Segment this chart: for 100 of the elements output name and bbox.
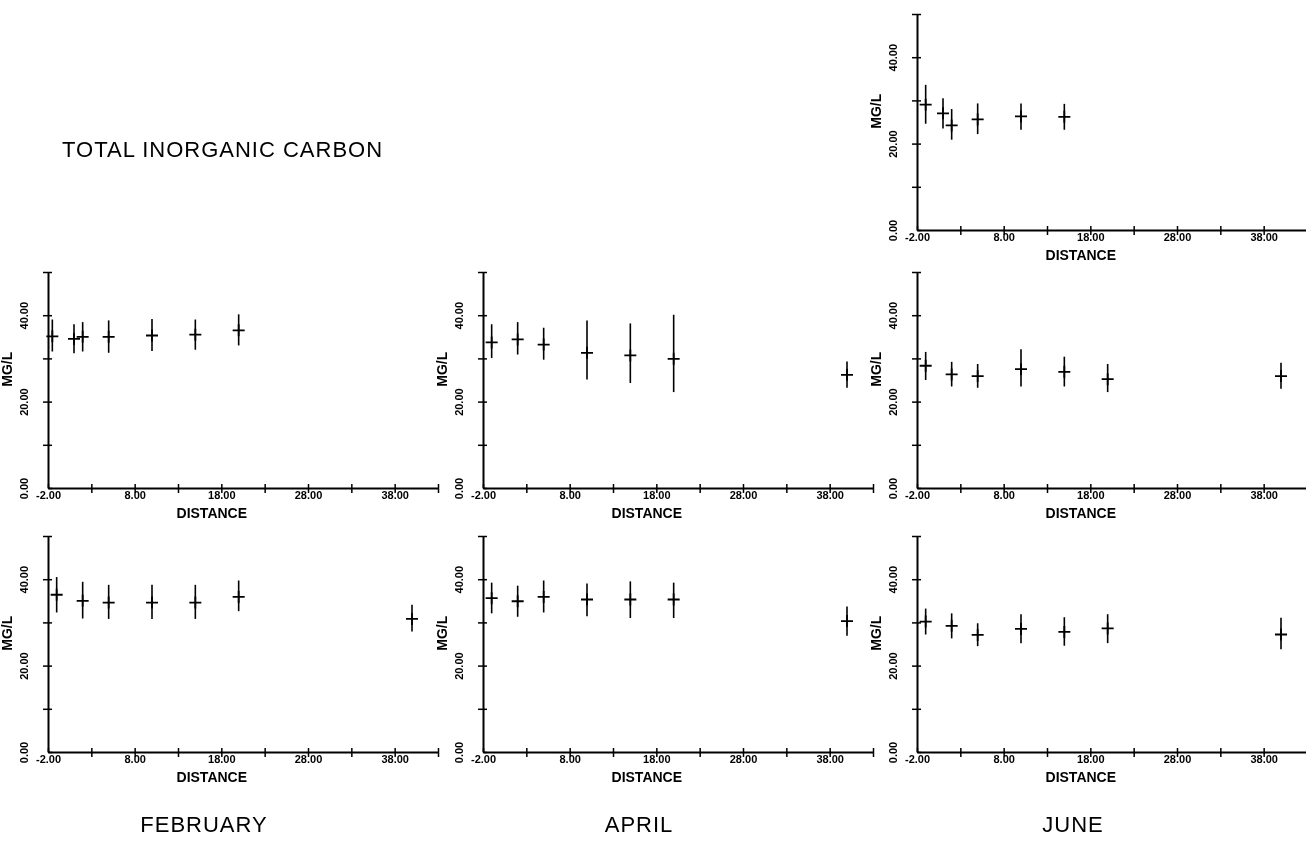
point: [970, 112, 985, 127]
x-tick-label: 8.00: [993, 753, 1015, 766]
x-tick-label: 18.00: [643, 489, 671, 502]
x-tick-label: -2.00: [470, 489, 497, 502]
point: [484, 591, 499, 606]
point: [145, 595, 159, 610]
x-tick-label: -2.00: [35, 753, 62, 766]
y-axis-title: MG/L: [434, 351, 450, 387]
x-tick-label: -2.00: [35, 489, 62, 502]
x-tick-label: 38.00: [1250, 231, 1278, 244]
x-axis-title: DISTANCE: [176, 769, 248, 785]
x-tick-label: 28.00: [1163, 231, 1192, 244]
x-tick-label: 38.00: [381, 753, 409, 766]
point: [666, 351, 681, 366]
y-axis-title: MG/L: [0, 615, 15, 651]
point: [1057, 109, 1072, 124]
point: [1014, 109, 1028, 124]
point: [101, 595, 116, 610]
y-axis-title: MG/L: [868, 351, 884, 387]
point: [580, 592, 594, 607]
point: [231, 590, 246, 604]
y-tick-label: 0.00: [453, 477, 465, 500]
x-axis-title: DISTANCE: [1045, 505, 1117, 521]
x-tick-label: 18.00: [1077, 753, 1105, 766]
point: [944, 618, 959, 633]
point: [1014, 621, 1028, 636]
point: [405, 612, 419, 626]
x-tick-label: 8.00: [559, 489, 581, 502]
text: JUNE: [1042, 812, 1104, 837]
x-tick-label: 8.00: [993, 489, 1015, 502]
x-axis-title: DISTANCE: [611, 769, 683, 785]
y-tick-label: 0.00: [887, 477, 899, 500]
chart-title: TOTAL INORGANIC CARBON: [62, 137, 384, 162]
x-tick-label: 28.00: [1163, 753, 1192, 766]
point: [49, 587, 64, 602]
x-tick-label: 28.00: [729, 489, 758, 502]
point: [580, 345, 594, 360]
x-axis-title: DISTANCE: [611, 505, 683, 521]
x-tick-label: 18.00: [208, 753, 236, 766]
text: APRIL: [604, 812, 674, 837]
x-tick-label: 8.00: [559, 753, 581, 766]
point: [188, 595, 203, 610]
point: [510, 594, 525, 609]
point: [623, 348, 638, 363]
y-tick-label: 0.00: [887, 219, 899, 242]
y-axis-title: MG/L: [434, 615, 450, 651]
y-tick-label: 20.00: [887, 130, 899, 158]
x-tick-label: 18.00: [1077, 489, 1105, 502]
x-tick-label: 38.00: [816, 753, 844, 766]
y-tick-label: 0.00: [453, 741, 465, 764]
point: [840, 367, 854, 382]
y-axis-title: MG/L: [868, 615, 884, 651]
x-tick-label: 8.00: [124, 489, 146, 502]
y-tick-label: 0.00: [887, 741, 899, 764]
point: [666, 592, 681, 607]
y-axis-title: MG/L: [0, 351, 15, 387]
x-tick-label: 28.00: [294, 489, 323, 502]
x-tick-label: -2.00: [904, 489, 931, 502]
y-tick-label: 40.00: [887, 565, 899, 594]
y-tick-label: 40.00: [453, 301, 465, 330]
point: [918, 97, 933, 112]
y-tick-label: 40.00: [887, 43, 899, 72]
point: [944, 118, 959, 133]
x-tick-label: 38.00: [381, 489, 409, 502]
x-tick-label: 8.00: [993, 231, 1015, 244]
point: [840, 614, 854, 628]
point: [1057, 625, 1072, 639]
x-tick-label: 38.00: [1250, 753, 1278, 766]
y-tick-label: 0.00: [18, 477, 30, 500]
y-tick-label: 20.00: [453, 652, 465, 680]
text: FEBRUARY: [140, 812, 268, 837]
point: [623, 592, 638, 607]
x-axis-title: DISTANCE: [1045, 247, 1117, 263]
point: [536, 590, 551, 604]
x-tick-label: 28.00: [729, 753, 758, 766]
x-axis-title: DISTANCE: [1045, 769, 1117, 785]
x-tick-label: 18.00: [643, 753, 671, 766]
point: [1274, 627, 1288, 642]
x-axis-title: DISTANCE: [176, 505, 248, 521]
x-tick-label: -2.00: [904, 753, 931, 766]
y-tick-label: 20.00: [887, 652, 899, 680]
x-tick-label: 18.00: [1077, 231, 1105, 244]
x-tick-label: 8.00: [124, 753, 146, 766]
y-tick-label: 20.00: [18, 388, 30, 416]
x-tick-label: -2.00: [470, 753, 497, 766]
y-tick-label: 20.00: [453, 388, 465, 416]
x-tick-label: 28.00: [1163, 489, 1192, 502]
y-tick-label: 20.00: [18, 652, 30, 680]
y-tick-label: 40.00: [887, 301, 899, 330]
point: [1100, 621, 1115, 636]
x-tick-label: 38.00: [816, 489, 844, 502]
y-tick-label: 40.00: [18, 301, 30, 330]
point: [75, 593, 90, 608]
point: [510, 332, 525, 347]
x-tick-label: 28.00: [294, 753, 323, 766]
x-tick-label: 38.00: [1250, 489, 1278, 502]
y-tick-label: 20.00: [887, 388, 899, 416]
y-tick-label: 40.00: [453, 565, 465, 594]
y-axis-title: MG/L: [868, 93, 884, 129]
point: [536, 337, 551, 352]
